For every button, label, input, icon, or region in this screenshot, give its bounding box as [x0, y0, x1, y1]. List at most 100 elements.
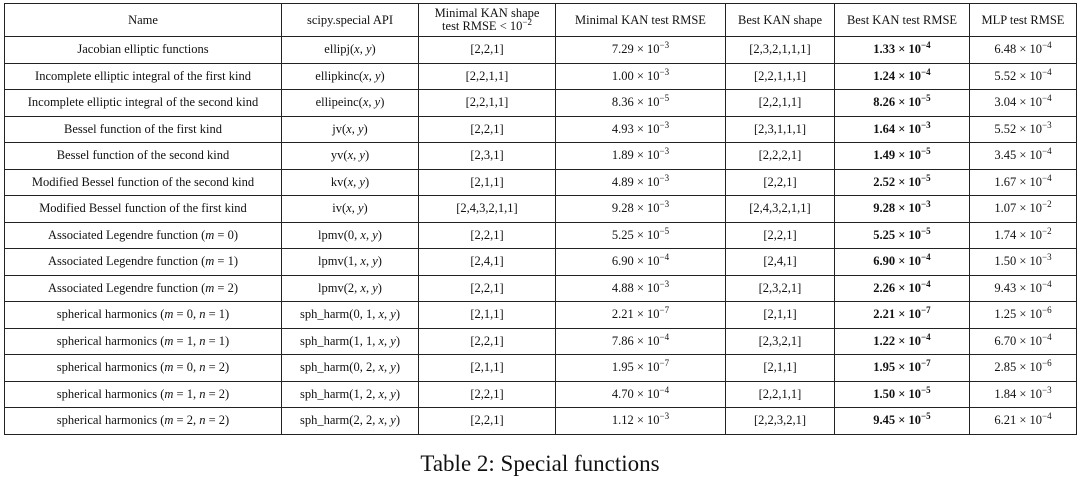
cell-api: ellipkinc(x, y): [281, 62, 419, 90]
cell-name: Incomplete elliptic integral of the firs…: [4, 62, 282, 90]
cell-mlp-rmse-exponent: −3: [1042, 119, 1052, 130]
table-row: Associated Legendre function (m = 0) lpmv…: [4, 221, 1077, 249]
cell-minimal-rmse: 1.00 × 10−3: [555, 62, 726, 90]
times-symbol: ×: [633, 280, 648, 295]
cell-api: jv(x, y): [281, 115, 419, 143]
times-symbol: ×: [633, 68, 648, 83]
cell-minimal-shape: [2,3,1]: [418, 142, 556, 170]
times-symbol: ×: [633, 148, 648, 163]
base-ten: 10: [908, 413, 922, 428]
cell-api: sph_harm(0, 1, x, y): [281, 301, 419, 329]
cell-minimal-rmse: 1.95 × 10−7: [555, 354, 726, 382]
cell-best-rmse-exponent: −3: [921, 199, 931, 210]
base-ten: 10: [1029, 148, 1043, 163]
base-ten: 10: [647, 227, 660, 242]
cell-name: spherical harmonics (m = 2, n = 2): [4, 407, 282, 435]
cell-best-rmse: 8.26 × 10−5: [834, 89, 970, 117]
header-name: Name: [4, 3, 282, 37]
cell-name: spherical harmonics (m = 1, n = 1): [4, 327, 282, 355]
special-functions-table-container: Name scipy.special API Minimal KAN shape…: [4, 3, 1077, 435]
cell-best-shape: [2,3,2,1,1,1]: [725, 36, 835, 64]
cell-minimal-rmse: 1.89 × 10−3: [555, 142, 726, 170]
base-ten: 10: [647, 386, 660, 401]
cell-minimal-shape: [2,2,1,1]: [418, 62, 556, 90]
base-ten: 10: [1029, 413, 1043, 428]
cell-best-rmse: 1.50 × 10−5: [834, 380, 970, 408]
cell-best-rmse-exponent: −4: [921, 331, 931, 342]
cell-api: sph_harm(1, 1, x, y): [281, 327, 419, 355]
cell-mlp-rmse-exponent: −6: [1042, 358, 1052, 369]
times-symbol: ×: [895, 121, 909, 136]
cell-best-rmse: 1.49 × 10−5: [834, 142, 970, 170]
times-symbol: ×: [633, 42, 648, 57]
cell-best-rmse-mantissa: 9.28: [873, 201, 896, 216]
header-best-rmse: Best KAN test RMSE: [834, 3, 970, 37]
times-symbol: ×: [1016, 386, 1030, 401]
cell-minimal-shape: [2,2,1]: [418, 115, 556, 143]
cell-best-shape: [2,4,3,2,1,1]: [725, 195, 835, 223]
cell-minimal-shape: [2,2,1]: [418, 327, 556, 355]
cell-name: Jacobian elliptic functions: [4, 36, 282, 64]
cell-mlp-rmse-mantissa: 9.43: [994, 280, 1017, 295]
cell-best-rmse: 2.52 × 10−5: [834, 168, 970, 196]
table-row: Modified Bessel function of the second k…: [4, 168, 1077, 196]
cell-best-shape: [2,3,1,1,1]: [725, 115, 835, 143]
cell-best-rmse-mantissa: 1.22: [873, 333, 896, 348]
cell-minimal-shape: [2,2,1]: [418, 380, 556, 408]
cell-best-rmse-exponent: −5: [921, 384, 931, 395]
cell-best-rmse: 2.21 × 10−7: [834, 301, 970, 329]
table-row: Bessel function of the first kind jv(x, y…: [4, 115, 1077, 143]
cell-api: sph_harm(2, 2, x, y): [281, 407, 419, 435]
base-ten: 10: [908, 280, 922, 295]
base-ten: 10: [1029, 333, 1043, 348]
cell-api: ellipeinc(x, y): [281, 89, 419, 117]
cell-mlp-rmse: 1.07 × 10−2: [969, 195, 1077, 223]
cell-name: Modified Bessel function of the first ki…: [4, 195, 282, 223]
base-ten: 10: [647, 307, 660, 322]
base-ten: 10: [647, 254, 660, 269]
cell-best-rmse-mantissa: 2.21: [873, 307, 896, 322]
cell-name: Associated Legendre function (m = 2): [4, 274, 282, 302]
cell-mlp-rmse-mantissa: 6.70: [994, 333, 1017, 348]
cell-minimal-rmse-mantissa: 1.95: [611, 360, 634, 375]
cell-minimal-rmse-mantissa: 1.89: [611, 148, 634, 163]
cell-best-shape: [2,2,1]: [725, 168, 835, 196]
cell-mlp-rmse: 6.48 × 10−4: [969, 36, 1077, 64]
cell-best-shape: [2,3,2,1]: [725, 327, 835, 355]
times-symbol: ×: [1016, 174, 1030, 189]
cell-best-rmse-mantissa: 2.52: [873, 174, 896, 189]
cell-api: lpmv(1, x, y): [281, 248, 419, 276]
cell-mlp-rmse-exponent: −2: [1042, 199, 1052, 210]
cell-best-rmse-mantissa: 8.26: [873, 95, 896, 110]
cell-minimal-shape: [2,2,1,1]: [418, 89, 556, 117]
base-ten: 10: [647, 68, 660, 83]
times-symbol: ×: [895, 42, 909, 57]
times-symbol: ×: [633, 413, 648, 428]
header-minimal-shape-exponent: −2: [522, 17, 532, 27]
cell-best-rmse: 1.95 × 10−7: [834, 354, 970, 382]
cell-minimal-shape: [2,2,1]: [418, 36, 556, 64]
cell-best-shape: [2,2,1]: [725, 221, 835, 249]
cell-mlp-rmse-mantissa: 3.45: [994, 148, 1017, 163]
cell-name: Incomplete elliptic integral of the seco…: [4, 89, 282, 117]
cell-minimal-rmse-exponent: −3: [659, 40, 670, 51]
special-functions-table: Name scipy.special API Minimal KAN shape…: [4, 3, 1077, 435]
cell-minimal-rmse: 4.89 × 10−3: [555, 168, 726, 196]
base-ten: 10: [908, 227, 922, 242]
cell-minimal-rmse: 1.12 × 10−3: [555, 407, 726, 435]
cell-mlp-rmse-exponent: −4: [1042, 146, 1052, 157]
cell-minimal-rmse-exponent: −3: [659, 119, 670, 130]
cell-mlp-rmse: 6.21 × 10−4: [969, 407, 1077, 435]
cell-best-shape: [2,1,1]: [725, 301, 835, 329]
base-ten: 10: [908, 121, 922, 136]
cell-minimal-shape: [2,1,1]: [418, 168, 556, 196]
header-minimal-rmse: Minimal KAN test RMSE: [555, 3, 726, 37]
times-symbol: ×: [895, 227, 909, 242]
cell-mlp-rmse-exponent: −3: [1042, 384, 1052, 395]
base-ten: 10: [908, 68, 922, 83]
cell-best-rmse: 6.90 × 10−4: [834, 248, 970, 276]
times-symbol: ×: [895, 333, 909, 348]
cell-mlp-rmse-mantissa: 2.85: [994, 360, 1017, 375]
cell-minimal-rmse-mantissa: 1.00: [611, 68, 634, 83]
table-row: spherical harmonics (m = 2, n = 2) sph_ha…: [4, 407, 1077, 435]
